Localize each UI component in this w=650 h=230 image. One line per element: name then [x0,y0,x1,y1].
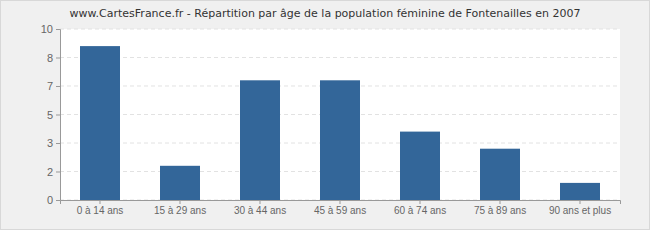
grid-line [60,29,620,30]
title: www.CartesFrance.fr - Répartition par âg… [70,7,581,20]
y-tick-label: 8 [47,52,53,64]
y-tick-mark [56,86,60,87]
y-tick: 5 [47,109,60,121]
y-tick-mark [56,143,60,144]
y-tick-label: 7 [47,80,53,92]
plot-area [60,29,620,200]
x-tick-label: 75 à 89 ans [474,205,526,216]
x-tick: 75 à 89 ans [474,200,526,216]
x-tick-label: 15 à 29 ans [154,205,206,216]
y-tick-label: 0 [47,194,53,206]
x-tick-mark [420,200,421,204]
x-tick-label: 45 à 59 ans [314,205,366,216]
x-tick-mark [500,200,501,204]
bar [80,46,120,200]
y-tick-mark [56,200,60,201]
y-tick: 3 [47,137,60,149]
plot: 0 2 3 5 7 8 10 0 à 14 ans 15 à 29 ans 30 à 44 ans… [41,23,621,216]
x-tick: 15 à 29 ans [154,200,206,216]
bar [400,132,440,200]
y-tick: 7 [47,80,60,92]
bar [320,80,360,200]
chart: www.CartesFrance.fr - Répartition par âg… [0,0,650,230]
x-tick-mark [580,200,581,204]
x-tick: 30 à 44 ans [234,200,286,216]
y-tick-label: 5 [47,109,53,121]
bar [240,80,280,200]
y-axis-line [56,30,61,201]
y-tick-mark [56,29,60,30]
bars [80,46,600,200]
x-tick: 0 à 14 ans [77,200,124,216]
y-tick-mark [56,171,60,172]
bar [160,166,200,200]
x-tick: 90 ans et plus [549,200,611,216]
x-tick-mark [180,200,181,204]
y-tick: 8 [47,52,60,64]
x-tick-label: 90 ans et plus [549,205,611,216]
x-axis: 0 à 14 ans 15 à 29 ans 30 à 44 ans 45 à 59 … [61,200,621,216]
x-tick-label: 30 à 44 ans [234,205,286,216]
y-tick: 10 [41,23,60,35]
y-tick: 2 [47,166,60,178]
y-axis: 0 2 3 5 7 8 10 [41,23,61,206]
y-tick-mark [56,58,60,59]
x-tick-mark [340,200,341,204]
x-tick: 60 à 74 ans [394,200,446,216]
y-tick-label: 2 [47,166,53,178]
grid [60,29,620,200]
x-tick-label: 0 à 14 ans [77,205,124,216]
x-tick-mark [260,200,261,204]
background [1,1,650,230]
x-tick-label: 60 à 74 ans [394,205,446,216]
x-tick-mark [100,200,101,204]
x-axis-line [61,201,621,205]
x-tick: 45 à 59 ans [314,200,366,216]
y-tick-label: 10 [41,23,53,35]
y-tick: 0 [47,194,60,206]
grid-line [60,57,620,58]
y-tick-mark [56,115,60,116]
y-tick-label: 3 [47,137,53,149]
bar [560,183,600,200]
bar [480,149,520,200]
